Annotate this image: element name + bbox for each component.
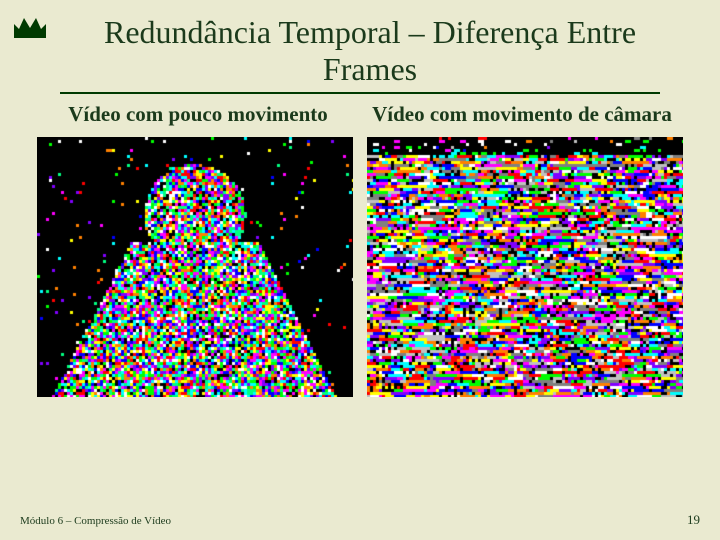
page-number: 19 — [687, 512, 700, 528]
caption-right: Vídeo com movimento de câmara — [360, 102, 684, 127]
title-underline — [60, 92, 660, 94]
slide-title: Redundância Temporal – Diferença Entre F… — [0, 0, 720, 88]
crown-icon — [12, 10, 48, 42]
frame-diff-image-right — [367, 137, 683, 397]
footer-text: Módulo 6 – Compressão de Vídeo — [20, 515, 171, 527]
caption-left: Vídeo com pouco movimento — [36, 102, 360, 127]
crown-path — [14, 18, 46, 38]
frame-diff-image-left — [37, 137, 353, 397]
footer: Módulo 6 – Compressão de Vídeo 19 — [20, 512, 700, 528]
captions-row: Vídeo com pouco movimento Vídeo com movi… — [0, 102, 720, 127]
slide: Redundância Temporal – Diferença Entre F… — [0, 0, 720, 540]
images-row — [0, 127, 720, 397]
